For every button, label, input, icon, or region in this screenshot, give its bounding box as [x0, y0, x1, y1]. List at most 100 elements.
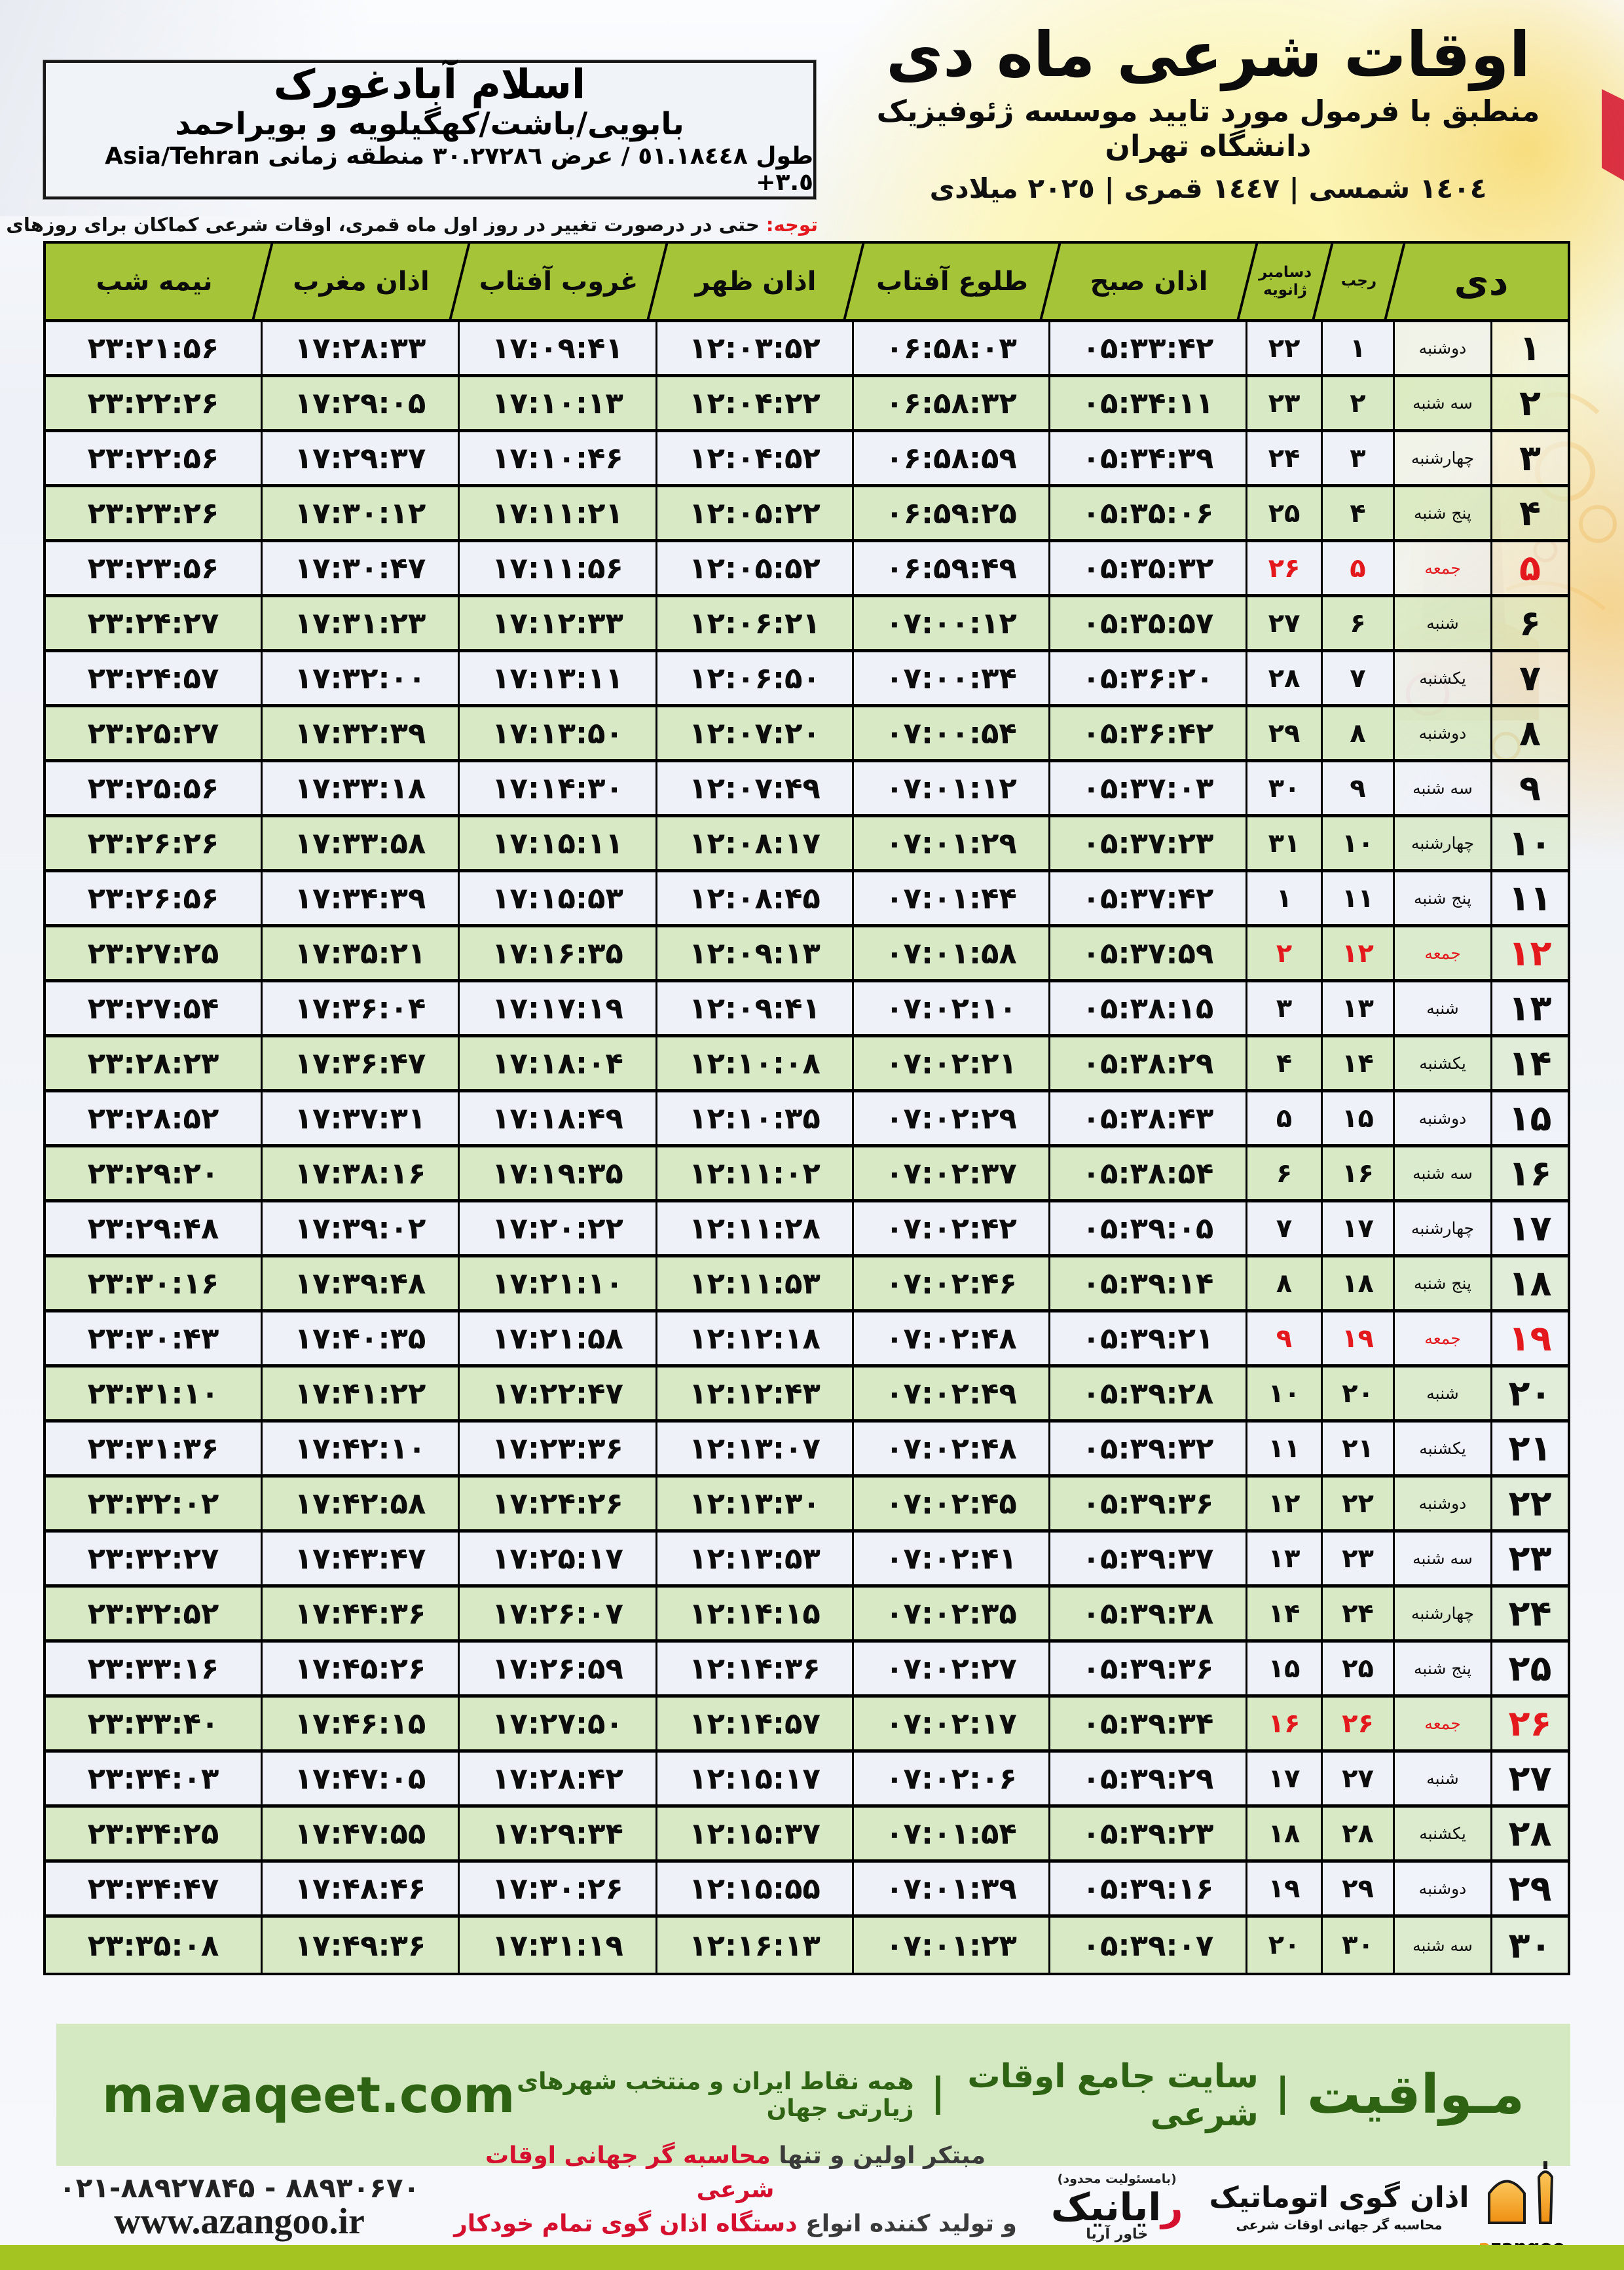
cell-azan-sobh: ۰۵:۳۴:۳۹: [1050, 432, 1247, 484]
cell-nime-shab: ۲۳:۲۶:۵۶: [46, 872, 263, 924]
table-row: ۱۵ دوشنبه ۱۵ ۵ ۰۵:۳۸:۴۳ ۰۷:۰۲:۲۹ ۱۲:۱۰:۳…: [46, 1092, 1568, 1147]
separator: |: [1275, 2069, 1290, 2115]
cell-tolu-aftab: ۰۷:۰۲:۰۶: [854, 1753, 1050, 1804]
cell-azan-sobh: ۰۵:۳۸:۵۴: [1050, 1147, 1247, 1199]
table-row: ۲۹ دوشنبه ۲۹ ۱۹ ۰۵:۳۹:۱۶ ۰۷:۰۱:۳۹ ۱۲:۱۵:…: [46, 1863, 1568, 1918]
cell-gregorian-day: ۳: [1247, 982, 1323, 1034]
cell-gregorian-day: ۱۳: [1247, 1533, 1323, 1584]
cell-weekday: پنج شنبه: [1395, 1257, 1492, 1309]
cell-ghorub-aftab: ۱۷:۰۹:۴۱: [460, 322, 657, 374]
cell-gregorian-day: ۳۰: [1247, 762, 1323, 814]
site-description: همه نقاط ایران و منتخب شهرهای زیارتی جها…: [517, 2068, 914, 2122]
cell-weekday: سه شنبه: [1395, 762, 1492, 814]
cell-weekday: یکشنبه: [1395, 1037, 1492, 1089]
producer-line1: مبتکر اولین و تنها محاسبه گر جهانی اوقات…: [485, 2142, 986, 2203]
cell-azan-sobh: ۰۵:۳۹:۲۱: [1050, 1312, 1247, 1364]
cell-rajab-day: ۱۸: [1323, 1257, 1395, 1309]
cell-gregorian-day: ۴: [1247, 1037, 1323, 1089]
cell-nime-shab: ۲۳:۲۴:۵۷: [46, 652, 263, 704]
cell-weekday: شنبه: [1395, 1368, 1492, 1419]
cell-weekday: دوشنبه: [1395, 707, 1492, 759]
cell-tolu-aftab: ۰۷:۰۲:۲۱: [854, 1037, 1050, 1089]
cell-dey-day: ۲۸: [1492, 1808, 1568, 1859]
cell-gregorian-day: ۱۲: [1247, 1478, 1323, 1529]
cell-azan-zohr: ۱۲:۰۶:۵۰: [657, 652, 854, 704]
cell-nime-shab: ۲۳:۲۲:۵۶: [46, 432, 263, 484]
rayanik-logo: (بامسئولیت محدود) رایانیک خاور آریا: [1051, 2172, 1183, 2242]
cell-azan-sobh: ۰۵:۳۹:۲۳: [1050, 1808, 1247, 1859]
cell-azan-maghreb: ۱۷:۴۷:۰۵: [263, 1753, 460, 1804]
cell-rajab-day: ۳: [1323, 432, 1395, 484]
cell-rajab-day: ۲۹: [1323, 1863, 1395, 1914]
table-row: ۱۴ یکشنبه ۱۴ ۴ ۰۵:۳۸:۲۹ ۰۷:۰۲:۲۱ ۱۲:۱۰:۰…: [46, 1037, 1568, 1092]
cell-gregorian-day: ۲۸: [1247, 652, 1323, 704]
cell-weekday: چهارشنبه: [1395, 1588, 1492, 1639]
table-row: ۱۱ پنج شنبه ۱۱ ۱ ۰۵:۳۷:۴۲ ۰۷:۰۱:۴۴ ۱۲:۰۸…: [46, 872, 1568, 927]
cell-gregorian-day: ۲۶: [1247, 542, 1323, 594]
cell-weekday: جمعه: [1395, 1698, 1492, 1749]
cell-azan-sobh: ۰۵:۳۹:۳۷: [1050, 1533, 1247, 1584]
cell-tolu-aftab: ۰۷:۰۲:۳۷: [854, 1147, 1050, 1199]
cell-azan-zohr: ۱۲:۰۴:۲۲: [657, 377, 854, 429]
cell-gregorian-day: ۹: [1247, 1312, 1323, 1364]
cell-azan-maghreb: ۱۷:۲۹:۳۷: [263, 432, 460, 484]
cell-tolu-aftab: ۰۷:۰۲:۳۵: [854, 1588, 1050, 1639]
cell-azan-zohr: ۱۲:۰۴:۵۲: [657, 432, 854, 484]
cell-azan-maghreb: ۱۷:۳۵:۲۱: [263, 927, 460, 979]
cell-nime-shab: ۲۳:۳۱:۳۶: [46, 1423, 263, 1474]
table-row: ۵ جمعه ۵ ۲۶ ۰۵:۳۵:۳۲ ۰۶:۵۹:۴۹ ۱۲:۰۵:۵۲ ۱…: [46, 542, 1568, 597]
table-row: ۲۰ شنبه ۲۰ ۱۰ ۰۵:۳۹:۲۸ ۰۷:۰۲:۴۹ ۱۲:۱۲:۴۳…: [46, 1368, 1568, 1423]
cell-azan-maghreb: ۱۷:۴۰:۳۵: [263, 1312, 460, 1364]
azangoo-logo: azangoo اذان گوی اتوماتیک محاسبه گر جهان…: [1209, 2157, 1565, 2258]
cell-ghorub-aftab: ۱۷:۱۳:۱۱: [460, 652, 657, 704]
prayer-times-table: دی رجب دسامبر ژانویه اذان صبح طلوع آفتاب…: [43, 241, 1570, 1975]
cell-azan-maghreb: ۱۷:۴۸:۴۶: [263, 1863, 460, 1914]
cell-nime-shab: ۲۳:۳۳:۱۶: [46, 1643, 263, 1694]
table-row: ۹ سه شنبه ۹ ۳۰ ۰۵:۳۷:۰۳ ۰۷:۰۱:۱۲ ۱۲:۰۷:۴…: [46, 762, 1568, 817]
cell-gregorian-day: ۵: [1247, 1092, 1323, 1144]
cell-gregorian-day: ۱۵: [1247, 1643, 1323, 1694]
cell-ghorub-aftab: ۱۷:۱۶:۳۵: [460, 927, 657, 979]
table-row: ۲۵ پنج شنبه ۲۵ ۱۵ ۰۵:۳۹:۳۶ ۰۷:۰۲:۲۷ ۱۲:۱…: [46, 1643, 1568, 1698]
cell-nime-shab: ۲۳:۲۵:۲۷: [46, 707, 263, 759]
cell-azan-zohr: ۱۲:۱۰:۳۵: [657, 1092, 854, 1144]
cell-azan-zohr: ۱۲:۰۶:۲۱: [657, 597, 854, 649]
cell-nime-shab: ۲۳:۳۰:۱۶: [46, 1257, 263, 1309]
cell-azan-zohr: ۱۲:۱۴:۱۵: [657, 1588, 854, 1639]
header-rajab: رجب: [1323, 244, 1395, 319]
coords-text: طول ٥١.١٨٤٤٨ / عرض ٣٠.٢٧٢٨٦ منطقه زمانی: [268, 142, 813, 170]
cell-azan-maghreb: ۱۷:۳۲:۰۰: [263, 652, 460, 704]
table-row: ۲۷ شنبه ۲۷ ۱۷ ۰۵:۳۹:۲۹ ۰۷:۰۲:۰۶ ۱۲:۱۵:۱۷…: [46, 1753, 1568, 1808]
cell-azan-sobh: ۰۵:۳۸:۱۵: [1050, 982, 1247, 1034]
cell-tolu-aftab: ۰۷:۰۲:۲۷: [854, 1643, 1050, 1694]
cell-azan-sobh: ۰۵:۳۵:۳۲: [1050, 542, 1247, 594]
cell-gregorian-day: ۸: [1247, 1257, 1323, 1309]
cell-rajab-day: ۱۹: [1323, 1312, 1395, 1364]
cell-tolu-aftab: ۰۷:۰۲:۴۱: [854, 1533, 1050, 1584]
cell-azan-zohr: ۱۲:۰۹:۱۳: [657, 927, 854, 979]
header-azan-maghreb: اذان مغرب: [263, 244, 460, 319]
mavaqeet-logo-text: مـواقیت: [1306, 2064, 1524, 2126]
cell-azan-maghreb: ۱۷:۳۳:۱۸: [263, 762, 460, 814]
cell-rajab-day: ۸: [1323, 707, 1395, 759]
cell-azan-maghreb: ۱۷:۴۳:۴۷: [263, 1533, 460, 1584]
cell-nime-shab: ۲۳:۲۹:۴۸: [46, 1202, 263, 1254]
cell-azan-zohr: ۱۲:۱۲:۴۳: [657, 1368, 854, 1419]
cell-tolu-aftab: ۰۷:۰۲:۴۹: [854, 1368, 1050, 1419]
cell-dey-day: ۲۵: [1492, 1643, 1568, 1694]
cell-dey-day: ۱۰: [1492, 817, 1568, 869]
cell-nime-shab: ۲۳:۳۰:۴۳: [46, 1312, 263, 1364]
cell-tolu-aftab: ۰۶:۵۸:۳۲: [854, 377, 1050, 429]
cell-nime-shab: ۲۳:۳۱:۱۰: [46, 1368, 263, 1419]
cell-rajab-day: ۲۵: [1323, 1643, 1395, 1694]
cell-tolu-aftab: ۰۷:۰۲:۱۷: [854, 1698, 1050, 1749]
cell-rajab-day: ۱۱: [1323, 872, 1395, 924]
cell-tolu-aftab: ۰۷:۰۱:۱۲: [854, 762, 1050, 814]
cell-gregorian-day: ۲۰: [1247, 1918, 1323, 1973]
cell-azan-zohr: ۱۲:۱۰:۰۸: [657, 1037, 854, 1089]
cell-nime-shab: ۲۳:۳۵:۰۸: [46, 1918, 263, 1973]
calendar-years: ١٤٠٤ شمسی | ١٤٤٧ قمری | ٢٠٢٥ میلادی: [929, 172, 1487, 205]
notice-line: توجه: حتی در درصورت تغییر در روز اول ماه…: [0, 214, 818, 236]
cell-gregorian-day: ۳۱: [1247, 817, 1323, 869]
cell-weekday: سه شنبه: [1395, 1147, 1492, 1199]
